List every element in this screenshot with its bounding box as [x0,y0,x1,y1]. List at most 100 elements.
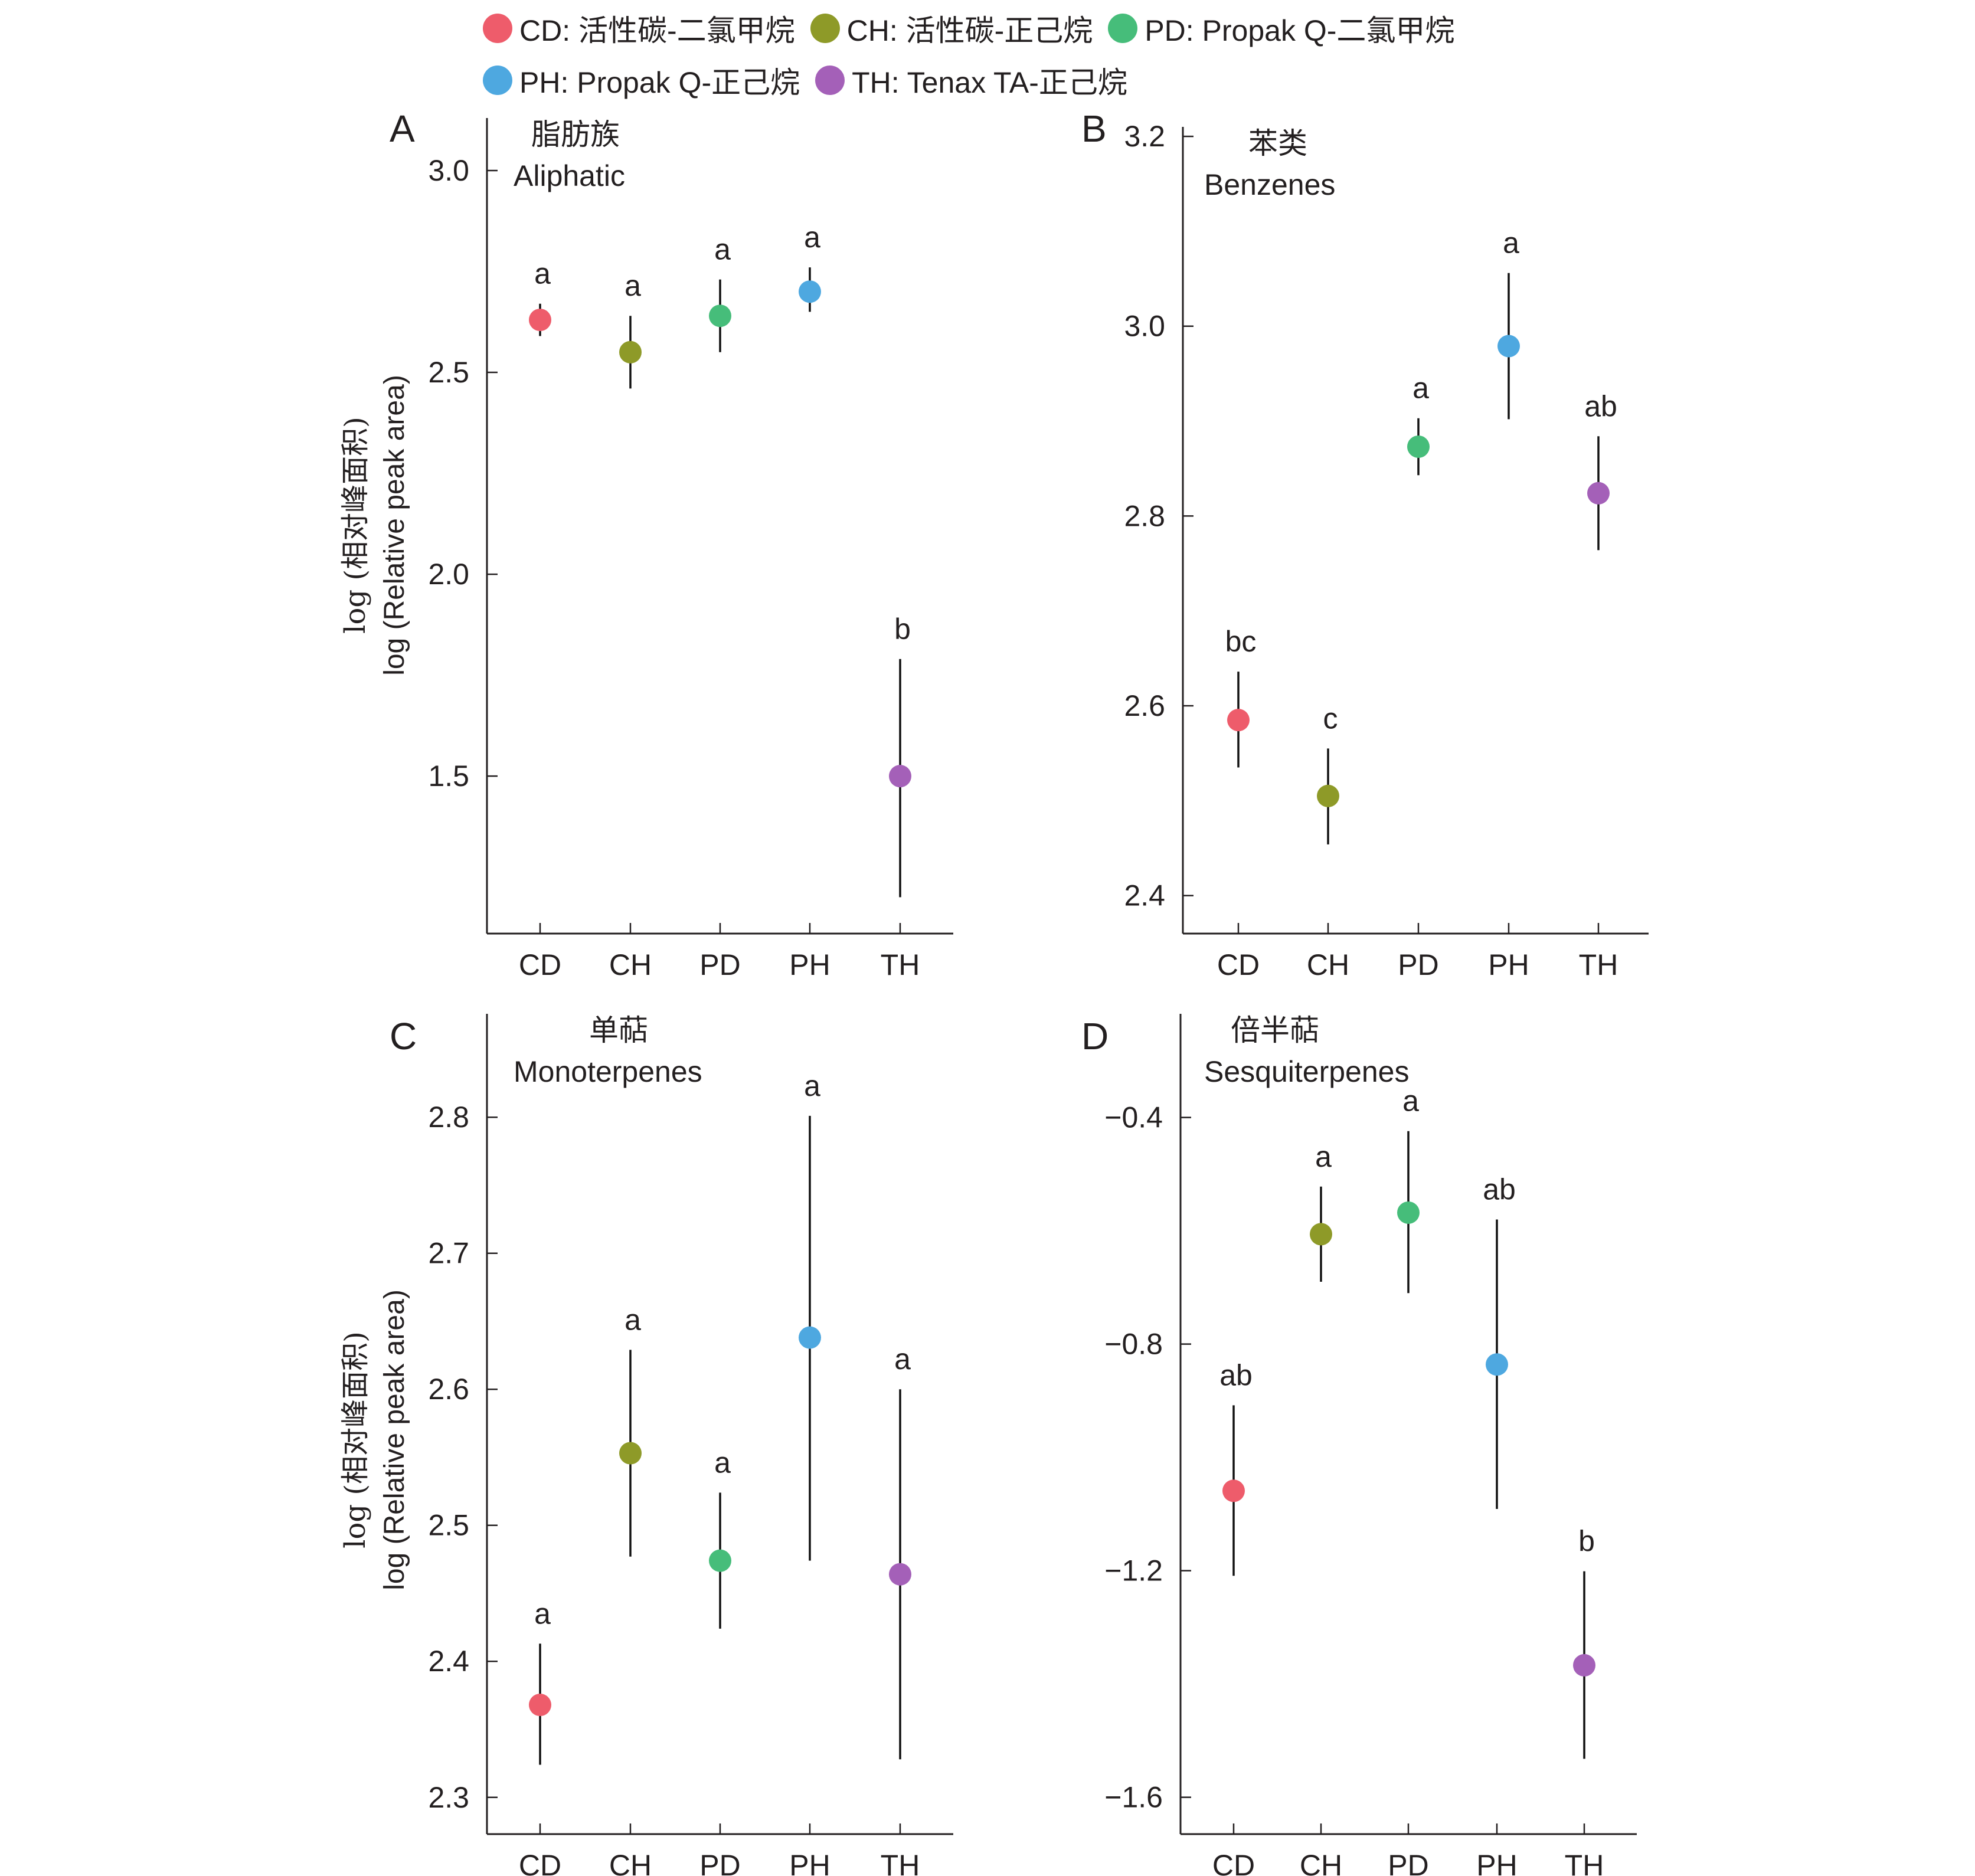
significance-label-th: b [894,613,911,646]
panel-title-cn: 苯类 [1248,126,1307,161]
y-tick-label: 3.2 [1124,120,1165,153]
y-tick-label: 2.6 [428,1373,469,1406]
legend-row-1: CD: 活性碳-二氯甲烷 CH: 活性碳-正己烷 PD: Propak Q-二氯… [483,7,1470,50]
y-tick-label: −1.2 [1104,1554,1163,1587]
significance-label-ph: a [804,221,820,254]
y-tick-label: 2.5 [428,1509,469,1542]
y-tick-label: −1.6 [1104,1781,1163,1814]
legend-label-ph: PH: Propak Q-正己烷 [519,66,800,99]
y-tick-label: 3.0 [1124,310,1165,343]
significance-label-pd: a [714,233,731,266]
panel-title-cn: 脂肪族 [531,117,620,152]
x-tick-label: PD [699,948,740,981]
y-tick-label: −0.8 [1104,1328,1163,1361]
legend-item-th: TH: Tenax TA-正己烷 [815,59,1127,102]
legend-row-2: PH: Propak Q-正己烷 TH: Tenax TA-正己烷 [483,59,1143,102]
data-point-cd [529,1694,551,1717]
significance-label-cd: bc [1225,625,1257,658]
panel-title-en: Benzenes [1204,168,1335,201]
panel-title-en: Aliphatic [514,159,625,192]
significance-label-cd: a [534,1597,551,1630]
significance-label-ch: a [1315,1140,1332,1173]
panel-letter: A [390,107,415,150]
y-tick-label: 3.0 [428,154,469,187]
y-tick-label: 2.4 [1124,879,1165,912]
data-point-th [889,765,911,788]
legend-label-th: TH: Tenax TA-正己烷 [852,66,1127,99]
significance-label-pd: a [1412,372,1429,405]
x-tick-label: PD [699,1849,740,1876]
data-point-th [1573,1654,1595,1677]
legend-marker-ph [483,66,512,95]
legend-marker-th [815,66,845,95]
data-point-cd [529,309,551,332]
panel-a: A 脂肪族 Aliphatic 1.5 2.0 2.5 3.0 CD CH PD PH TH a a a a b [390,107,953,981]
x-tick-label: TH [881,1849,920,1876]
x-tick-label: CD [519,1849,561,1876]
significance-label-th: ab [1584,389,1617,423]
panel-letter: C [390,1015,417,1057]
significance-label-pd: a [1402,1085,1419,1118]
x-tick-label: PD [1388,1849,1428,1876]
y-tick-label: 1.5 [428,759,469,793]
panel-title-en: Monoterpenes [514,1055,702,1088]
y-axis-label-cn: log (相对峰面积) [339,417,372,634]
panel-letter: B [1081,107,1107,150]
y-axis-label-en: log (Relative peak area) [379,1289,410,1590]
legend-item-ph: PH: Propak Q-正己烷 [483,59,800,102]
x-tick-label: PH [789,948,830,981]
data-point-ch [619,341,642,364]
x-tick-label: PH [1488,948,1529,981]
legend-label-cd: CD: 活性碳-二氯甲烷 [519,14,795,47]
significance-label-ch: c [1323,702,1338,735]
legend-label-ch: CH: 活性碳-正己烷 [846,14,1093,47]
x-tick-label: CH [609,1849,652,1876]
panel-b: B 苯类 Benzenes 2.4 2.6 2.8 3.0 3.2 CD CH PD PH TH bc c a… [1081,107,1649,981]
y-tick-label: 2.4 [428,1645,469,1678]
x-tick-label: PH [789,1849,830,1876]
data-point-th [889,1563,911,1586]
data-point-th [1587,482,1610,505]
data-point-ph [799,280,821,303]
panel-d: D 倍半萜 Sesquiterpenes −1.6 −1.2 −0.8 −0.4 CD CH PD… [1081,1013,1637,1876]
x-tick-label: CH [609,948,652,981]
y-axis-label-en: log (Relative peak area) [379,375,410,676]
panel-title-en: Sesquiterpenes [1204,1055,1409,1088]
y-tick-label: 2.5 [428,356,469,389]
x-tick-label: TH [1579,948,1618,981]
significance-label-ph: ab [1483,1173,1516,1206]
data-point-cd [1222,1479,1245,1502]
x-tick-label: CD [1212,1849,1255,1876]
legend-label-pd: PD: Propak Q-二氯甲烷 [1145,14,1455,47]
x-tick-label: TH [1565,1849,1604,1876]
data-point-ph [799,1326,821,1349]
legend-marker-cd [483,14,512,43]
data-point-ch [1310,1223,1332,1246]
significance-label-cd: ab [1219,1358,1253,1392]
panel-c: C 单萜 Monoterpenes 2.3 2.4 2.5 2.6 2.7 2.8 CD CH PD P… [390,1013,953,1876]
x-tick-label: CH [1307,948,1349,981]
x-tick-label: CD [519,948,561,981]
legend-item-pd: PD: Propak Q-二氯甲烷 [1108,7,1454,50]
y-axis-label-top: log (相对峰面积) log (Relative peak area) [339,375,410,676]
data-point-ph [1497,335,1520,358]
y-tick-label: 2.3 [428,1781,469,1814]
x-tick-label: CD [1217,948,1260,981]
y-axis-label-cn: log (相对峰面积) [339,1331,372,1548]
significance-label-th: b [1578,1525,1595,1558]
data-point-cd [1227,709,1250,732]
panel-title-cn: 单萜 [589,1013,648,1047]
panel-title-cn: 倍半萜 [1231,1013,1319,1047]
legend-marker-ch [810,14,840,43]
x-tick-label: CH [1300,1849,1342,1876]
significance-label-ch: a [624,269,641,302]
data-point-pd [709,305,731,328]
significance-label-pd: a [714,1446,731,1479]
legend-marker-pd [1108,14,1138,43]
legend-item-cd: CD: 活性碳-二氯甲烷 [483,7,795,50]
data-point-ph [1486,1353,1508,1376]
y-tick-label: 2.0 [428,558,469,591]
significance-label-ph: a [1503,227,1519,260]
significance-label-ph: a [804,1069,820,1102]
